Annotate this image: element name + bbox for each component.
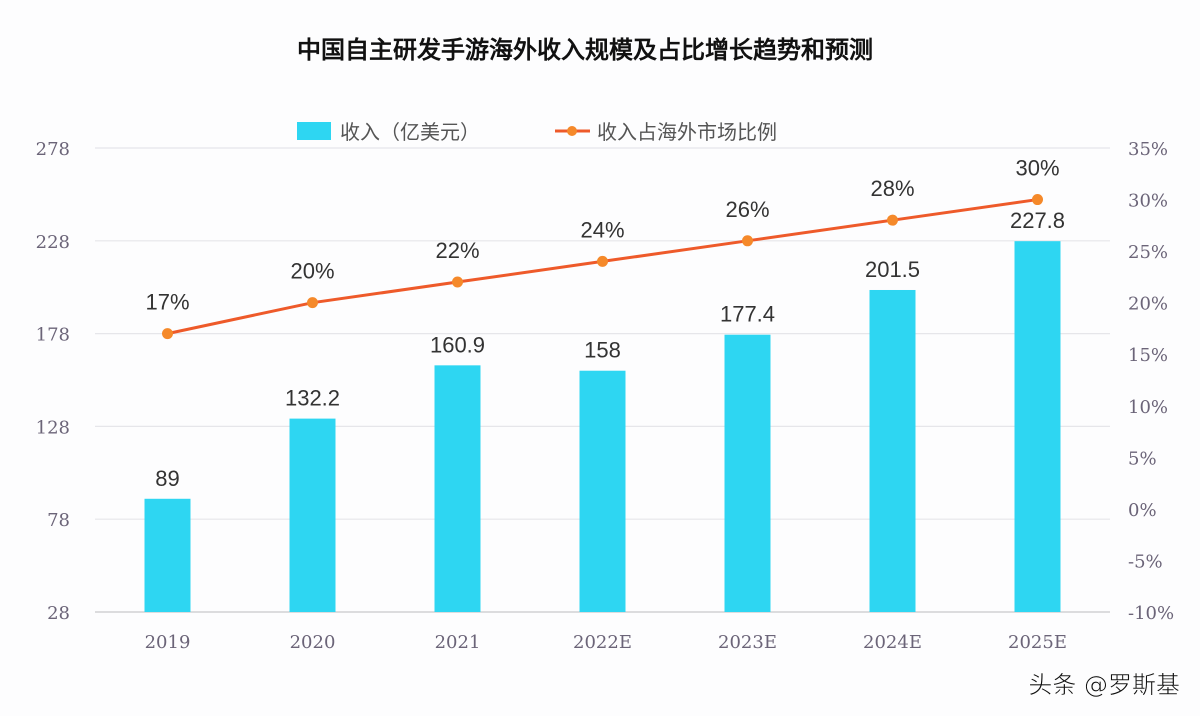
bar [434, 365, 481, 612]
legend-bar-swatch [297, 122, 331, 140]
right-axis-tick: 15% [1128, 345, 1168, 366]
bar [579, 370, 626, 612]
bar-data-label: 158 [584, 338, 621, 363]
legend-line-label: 收入占海外市场比例 [597, 120, 777, 144]
left-axis-tick: 28 [47, 603, 70, 624]
line-point [742, 235, 753, 247]
line-data-label: 30% [1015, 156, 1059, 181]
line-data-label: 24% [580, 217, 624, 242]
line-data-label: 22% [435, 238, 479, 263]
left-axis-tick: 128 [36, 417, 70, 438]
bar [144, 498, 191, 612]
line-point [307, 297, 318, 309]
legend: 收入（亿美元） 收入占海外市场比例 [297, 120, 777, 144]
x-axis-tick: 2022E [573, 632, 632, 653]
watermark: 头条 @罗斯基 [1028, 671, 1180, 699]
left-axis-tick: 278 [36, 139, 70, 160]
line-data-label: 26% [725, 197, 769, 222]
right-axis-tick: 5% [1128, 448, 1157, 469]
right-axis-tick: -5% [1128, 551, 1163, 572]
right-axis-tick: 0% [1128, 500, 1157, 521]
line-point [452, 276, 463, 288]
bar [869, 289, 916, 612]
right-axis-tick: 20% [1128, 294, 1168, 315]
line-data-label: 28% [870, 176, 914, 201]
right-axis-tick: 25% [1128, 242, 1168, 263]
x-axis-tick: 2023E [718, 632, 777, 653]
left-axis-tick: 78 [47, 510, 70, 531]
right-axis-tick: 10% [1128, 397, 1168, 418]
line-point [597, 255, 608, 267]
right-axis-tick: 30% [1128, 191, 1168, 212]
line-point [887, 214, 898, 226]
bar [1014, 241, 1061, 612]
x-axis-tick: 2024E [863, 632, 922, 653]
line-point [162, 328, 173, 340]
x-axis-tick: 2020 [290, 632, 336, 653]
bar-data-label: 227.8 [1010, 208, 1065, 233]
legend-line-marker [567, 126, 577, 136]
bar-data-label: 177.4 [720, 302, 775, 327]
line-data-label: 17% [145, 290, 189, 315]
left-axis-tick: 178 [36, 325, 70, 346]
x-axis-tick: 2019 [145, 632, 191, 653]
x-axis-tick: 2025E [1008, 632, 1067, 653]
legend-bar-label: 收入（亿美元） [340, 120, 480, 144]
bar-data-label: 132.2 [285, 386, 340, 411]
right-axis-tick: -10% [1128, 603, 1174, 624]
x-axis-tick: 2021 [435, 632, 481, 653]
bar-data-label: 160.9 [430, 332, 485, 357]
bar [724, 334, 771, 612]
bar-data-label: 201.5 [865, 257, 920, 282]
line-point [1032, 194, 1043, 206]
right-axis-tick: 35% [1128, 139, 1168, 160]
left-axis-tick: 228 [36, 232, 70, 253]
chart-title: 中国自主研发手游海外收入规模及占比增长趋势和预测 [297, 36, 873, 64]
line-data-label: 20% [290, 259, 334, 284]
bar [289, 418, 336, 612]
bar-data-label: 89 [155, 466, 179, 491]
